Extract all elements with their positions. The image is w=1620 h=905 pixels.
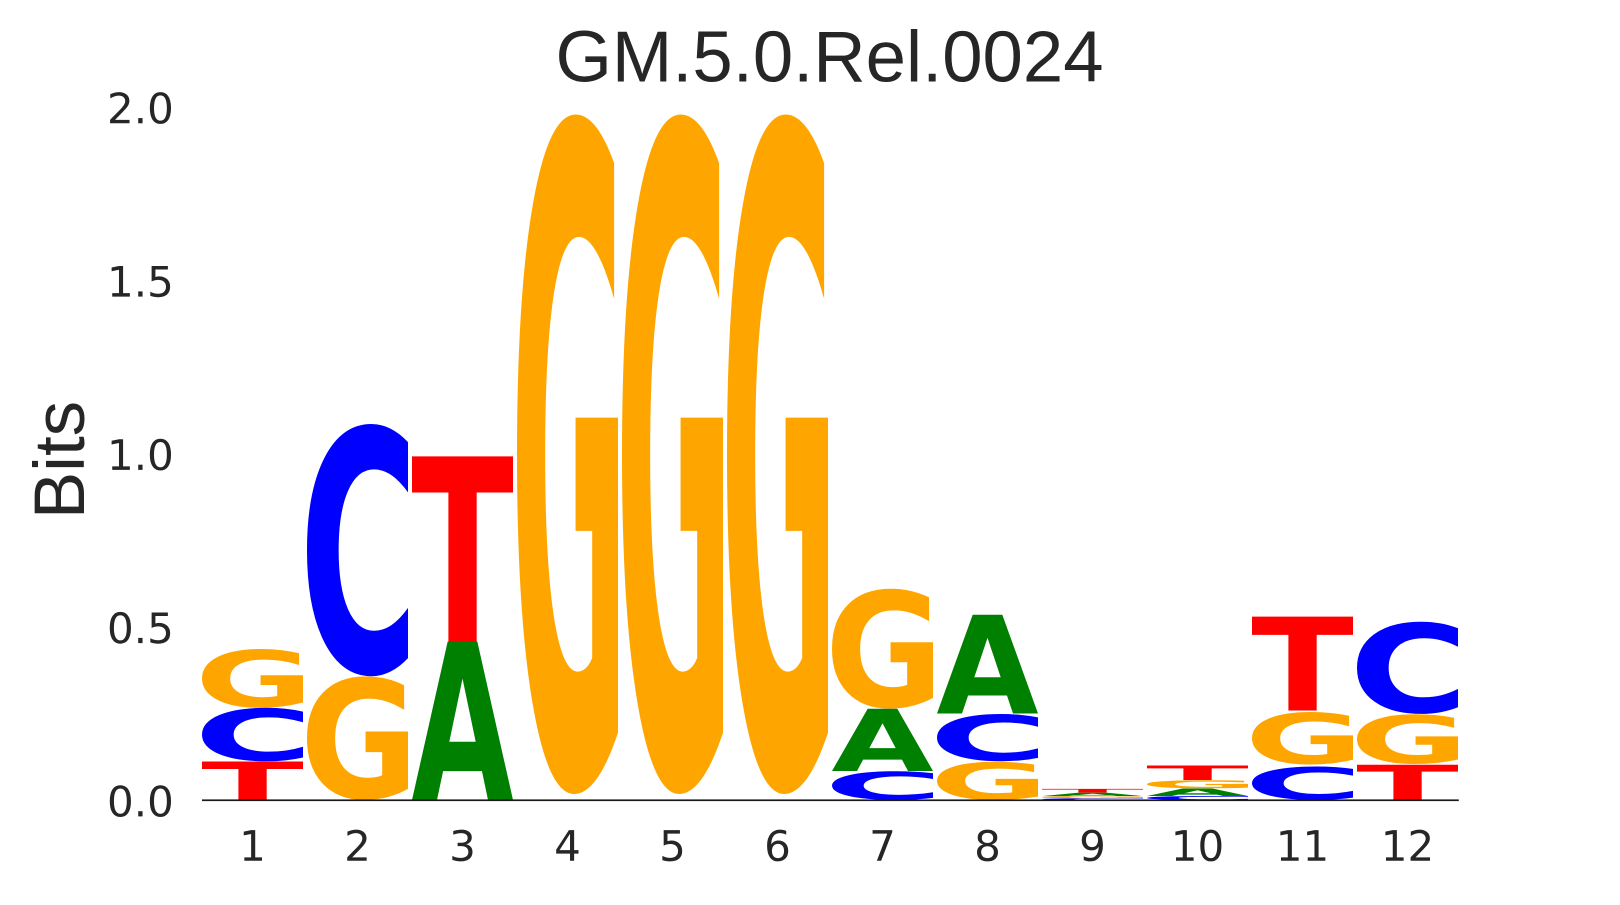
svg-text:Bits: Bits <box>21 401 100 519</box>
svg-text:GM.5.0.Rel.0024: GM.5.0.Rel.0024 <box>555 16 1103 97</box>
